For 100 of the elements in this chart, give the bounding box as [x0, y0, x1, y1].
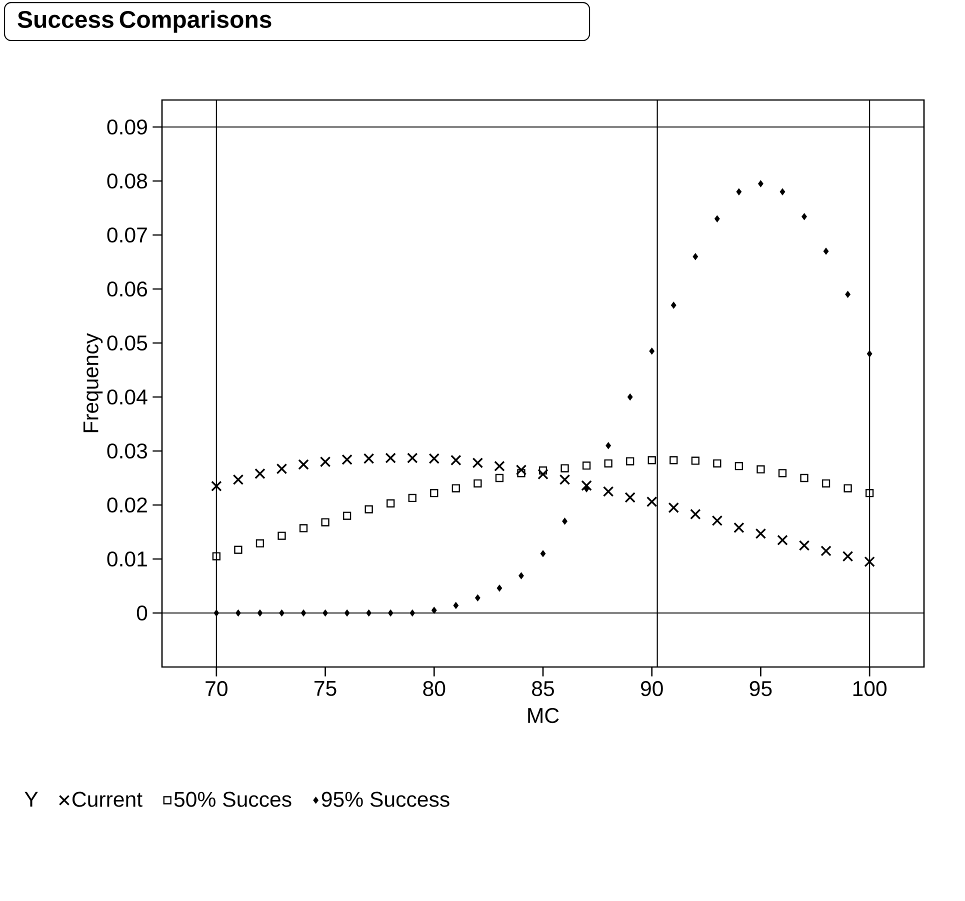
- point: [364, 505, 373, 514]
- point: [322, 610, 328, 616]
- point: [712, 515, 723, 526]
- point: [581, 480, 592, 491]
- point: [866, 350, 872, 358]
- x-axis-title: MC: [528, 708, 559, 724]
- point: [624, 492, 636, 503]
- x-tick-label: 85: [532, 681, 554, 696]
- point: [627, 394, 633, 400]
- point: [452, 484, 460, 492]
- point: [408, 494, 416, 502]
- x-tick-label: 75: [314, 681, 336, 696]
- point: [256, 539, 264, 548]
- point: [474, 479, 482, 488]
- point: [278, 532, 286, 540]
- point: [822, 479, 830, 488]
- point: [538, 466, 548, 475]
- point: [299, 524, 308, 532]
- point: [582, 462, 591, 470]
- point: [212, 552, 220, 560]
- x-tick-label: 70: [206, 681, 228, 696]
- point: [276, 463, 288, 474]
- point: [777, 534, 788, 546]
- point: [714, 215, 720, 222]
- point: [780, 188, 786, 196]
- point: [495, 474, 504, 482]
- point: [562, 518, 568, 525]
- point: [211, 480, 222, 492]
- point: [734, 462, 744, 470]
- y-tick-label: 0: [136, 605, 148, 621]
- point: [842, 550, 854, 562]
- point: [626, 457, 634, 466]
- legend-title: Y: [24, 792, 38, 807]
- point: [866, 489, 874, 498]
- point: [648, 456, 656, 464]
- point: [342, 512, 352, 520]
- point: [298, 459, 309, 470]
- y-tick-label: 0.08: [107, 173, 148, 189]
- point: [430, 489, 438, 498]
- x-tick-label: 80: [423, 681, 446, 696]
- point: [606, 442, 611, 450]
- y-tick-label: 0.02: [107, 497, 147, 513]
- y-tick-label: 0.05: [107, 335, 148, 351]
- y-tick-label: 0.06: [107, 281, 147, 297]
- point: [845, 290, 850, 298]
- point: [668, 502, 680, 514]
- point: [692, 253, 698, 260]
- point: [820, 546, 832, 556]
- point: [691, 456, 700, 465]
- point: [236, 610, 241, 616]
- point: [798, 540, 810, 551]
- point: [450, 454, 462, 466]
- y-tick-label: 0.04: [107, 389, 148, 405]
- point: [602, 486, 614, 497]
- y-tick-label: 0.01: [107, 551, 147, 567]
- point: [257, 610, 263, 616]
- x-tick-label: 95: [750, 681, 772, 696]
- point: [736, 188, 742, 196]
- point: [778, 469, 787, 478]
- point: [366, 610, 372, 616]
- point: [646, 496, 658, 508]
- point: [800, 474, 808, 482]
- y-axis-title: Frequency: [84, 333, 103, 432]
- point: [453, 602, 459, 609]
- point: [342, 454, 352, 466]
- point: [755, 528, 766, 540]
- y-tick-label: 0.03: [107, 443, 147, 459]
- point: [802, 213, 807, 220]
- point: [690, 508, 701, 520]
- point: [214, 610, 220, 616]
- legend-label: 50% Succes: [174, 792, 292, 807]
- point: [431, 606, 437, 614]
- point: [844, 484, 852, 492]
- point: [538, 468, 548, 480]
- point: [388, 610, 394, 616]
- point: [234, 546, 242, 554]
- point: [254, 468, 266, 480]
- point: [406, 452, 418, 464]
- y-tick-label: 0.07: [107, 227, 147, 243]
- point: [649, 348, 655, 355]
- point: [734, 522, 744, 534]
- point: [864, 556, 875, 568]
- point: [494, 460, 505, 472]
- point: [496, 584, 502, 592]
- x-tick-label: 100: [853, 681, 887, 696]
- legend-label: Current: [72, 792, 142, 807]
- point: [385, 452, 396, 464]
- x-tick-label: 90: [640, 681, 663, 696]
- point: [756, 465, 765, 474]
- point: [428, 453, 440, 464]
- point: [559, 474, 570, 486]
- point: [279, 610, 284, 616]
- chart-title: Success Comparisons: [18, 10, 272, 33]
- point: [758, 180, 764, 188]
- point: [560, 464, 569, 472]
- point: [472, 457, 484, 468]
- legend-label: 95% Success: [322, 792, 450, 807]
- point: [823, 248, 829, 255]
- point: [540, 550, 546, 558]
- point: [410, 610, 416, 616]
